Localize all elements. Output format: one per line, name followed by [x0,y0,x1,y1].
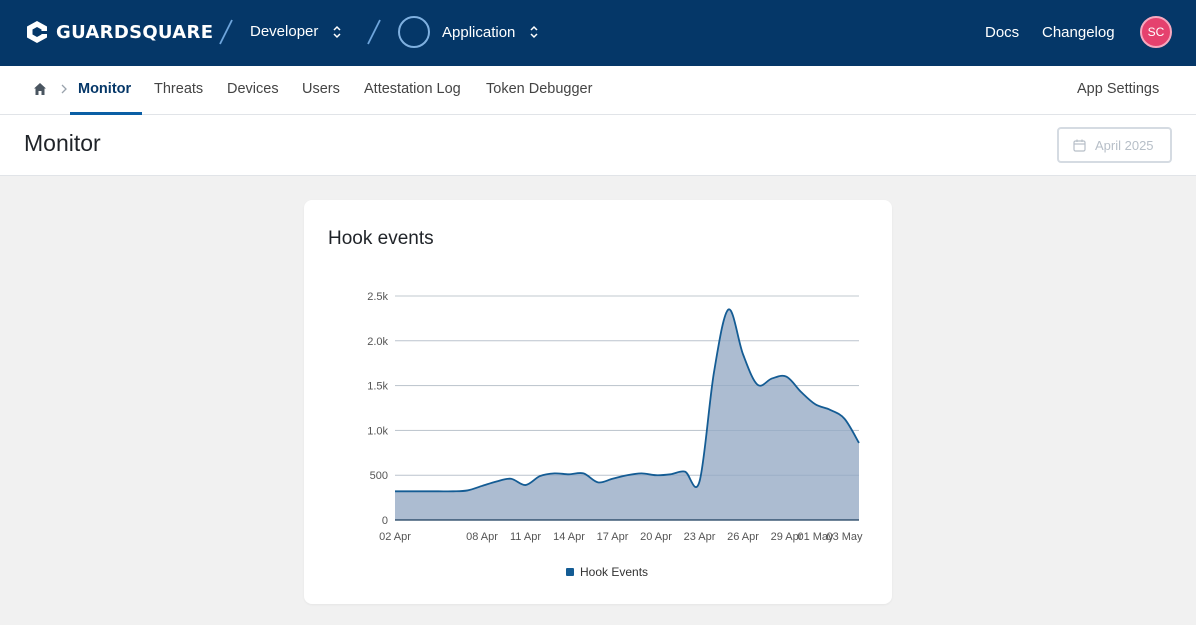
chart-legend[interactable]: Hook Events [566,565,648,579]
chevron-up-down-icon [530,25,538,39]
page-title: Monitor [24,130,101,156]
y-tick-label: 1.0k [367,425,388,437]
x-tick-label: 03 May [826,531,863,543]
legend-swatch [566,568,574,576]
x-tick-label: 14 Apr [553,531,585,543]
changelog-link[interactable]: Changelog [1042,24,1115,41]
docs-link[interactable]: Docs [985,24,1020,41]
x-tick-label: 20 Apr [640,531,672,543]
date-picker-button[interactable]: April 2025 [1057,127,1172,163]
guardsquare-logo-icon [27,21,48,43]
user-avatar[interactable]: SC [1140,16,1172,48]
calendar-icon [1073,139,1086,152]
legend-label: Hook Events [580,565,649,579]
app-icon [398,16,430,48]
y-tick-label: 2.0k [367,336,388,348]
tab-threats[interactable]: Threats [154,81,204,97]
x-tick-label: 11 Apr [510,531,541,543]
date-picker-label: April 2025 [1095,137,1154,153]
y-tick-label: 500 [370,470,388,482]
active-tab-indicator [70,112,142,115]
x-tick-label: 01 May [797,531,834,543]
breadcrumb-separator-icon [219,19,233,45]
card-title: Hook events [328,228,434,249]
chevron-up-down-icon [333,25,341,38]
tab-users[interactable]: Users [302,81,340,97]
brand-logo[interactable]: GUARDSQUARE [26,20,213,44]
chevron-right-icon [61,84,67,94]
hook-events-chart: 0 500 1.0k 1.5k 2.0k 2.5k 02 Apr 08 Apr 11 Apr 14… [367,291,863,543]
page-header: Monitor April 2025 [0,115,1196,176]
app-name: Application [442,23,516,41]
org-switcher[interactable]: Developer [250,23,342,40]
hook-events-card: Hook events 0 500 1.0k 1.5k 2.0k 2.5k 02 Apr 08… [304,200,892,604]
x-tick-label: 17 Apr [597,531,629,543]
app-settings-link[interactable]: App Settings [1077,81,1160,97]
y-tick-label: 1.5k [367,381,388,393]
breadcrumb-separator-icon [367,19,381,45]
y-tick-label: 0 [382,515,388,527]
x-tick-label: 29 Apr [771,531,803,543]
app-switcher[interactable]: Application [398,16,539,48]
tab-monitor[interactable]: Monitor [78,81,132,97]
brand-name: GUARDSQUARE [56,21,214,43]
series-line [395,308,860,493]
tab-attestation-log[interactable]: Attestation Log [364,81,461,97]
org-name: Developer [250,23,319,40]
series-area [395,309,859,520]
x-tick-label: 08 Apr [466,531,498,543]
x-tick-label: 02 Apr [379,531,411,543]
section-tabs-bar: Monitor Threats Devices Users Attestatio… [0,66,1196,115]
top-navbar: GUARDSQUARE Developer Application Docs C… [0,0,1196,66]
tab-token-debugger[interactable]: Token Debugger [486,81,593,97]
tab-devices[interactable]: Devices [227,81,279,97]
x-tick-label: 26 Apr [727,531,759,543]
x-tick-label: 23 Apr [684,531,716,543]
home-icon[interactable] [33,82,47,96]
y-tick-label: 2.5k [367,291,388,303]
